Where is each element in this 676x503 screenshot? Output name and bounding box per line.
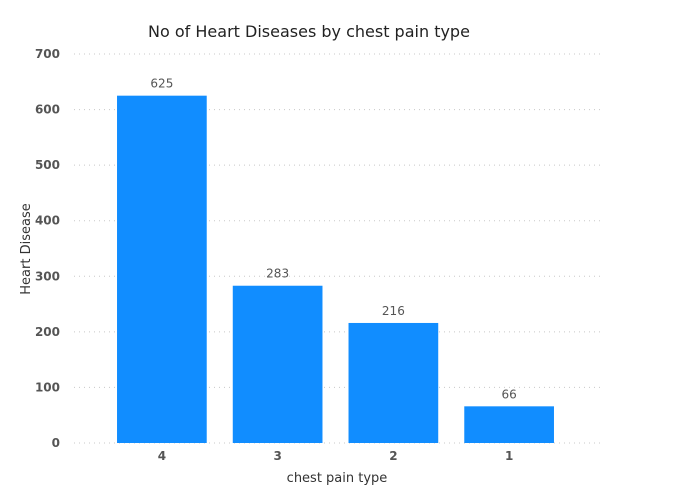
y-tick-label: 600 bbox=[35, 103, 60, 117]
data-label-4: 625 bbox=[150, 77, 173, 91]
y-tick-label: 500 bbox=[35, 158, 60, 172]
y-tick-label: 0 bbox=[52, 436, 60, 450]
bars bbox=[117, 95, 554, 443]
y-tick-label: 700 bbox=[35, 47, 60, 61]
x-axis-title: chest pain type bbox=[287, 471, 388, 486]
data-labels: 625 283 216 66 bbox=[150, 77, 516, 402]
y-tick-label: 200 bbox=[35, 325, 60, 339]
x-tick-label: 2 bbox=[389, 449, 397, 463]
data-label-3: 283 bbox=[266, 267, 289, 281]
x-axis-ticks: 4 3 2 1 bbox=[158, 449, 514, 463]
bar-3[interactable] bbox=[232, 285, 323, 443]
bar-4[interactable] bbox=[117, 95, 207, 443]
bar-2[interactable] bbox=[348, 322, 439, 443]
y-tick-label: 100 bbox=[35, 380, 60, 394]
bar-1[interactable] bbox=[464, 406, 554, 443]
x-tick-label: 3 bbox=[273, 449, 281, 463]
y-tick-label: 300 bbox=[35, 269, 60, 283]
chart-title: No of Heart Diseases by chest pain type bbox=[148, 22, 470, 41]
data-label-2: 216 bbox=[382, 304, 405, 318]
y-axis-title: Heart Disease bbox=[19, 203, 34, 294]
data-label-1: 66 bbox=[501, 387, 516, 401]
y-axis-ticks: 0 100 200 300 400 500 600 700 bbox=[35, 47, 60, 450]
x-tick-label: 1 bbox=[505, 449, 513, 463]
x-tick-label: 4 bbox=[158, 449, 166, 463]
y-tick-label: 400 bbox=[35, 214, 60, 228]
